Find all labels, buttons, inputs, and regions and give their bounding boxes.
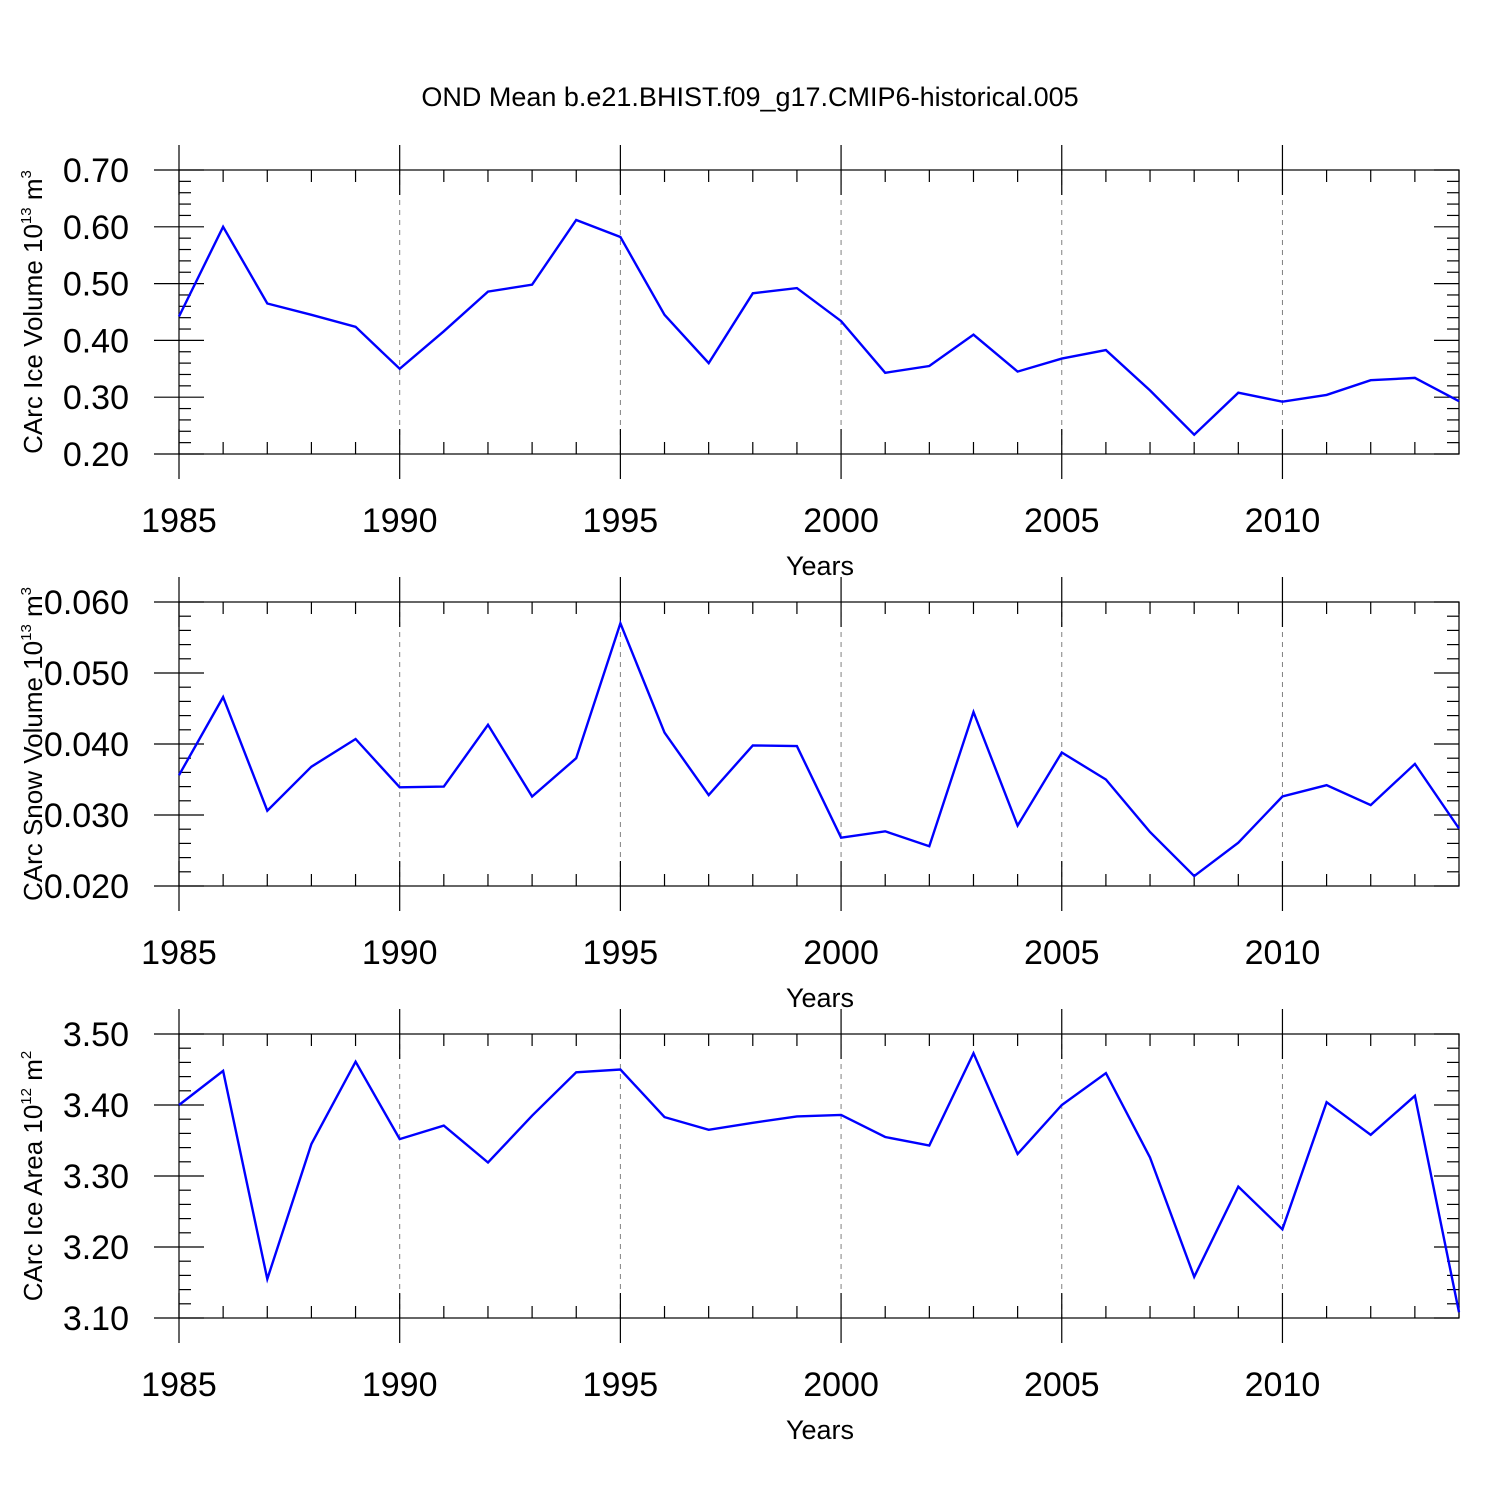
- figure-title: OND Mean b.e21.BHIST.f09_g17.CMIP6-histo…: [421, 82, 1078, 112]
- y-tick-label: 0.20: [63, 436, 129, 474]
- series-line: [178, 1050, 1461, 1313]
- x-tick-label: 1995: [583, 502, 659, 540]
- y-tick-label: 0.020: [44, 868, 129, 906]
- x-axis-label: Years: [786, 551, 854, 581]
- x-tick-label: 2010: [1245, 934, 1321, 972]
- y-axis-label-text: CArc Ice Area 10: [18, 1105, 48, 1302]
- y-tick-label: 3.40: [63, 1087, 129, 1125]
- x-tick-label: 1985: [141, 502, 217, 540]
- y-axis-label: CArc Ice Area 1012 m2: [18, 1051, 48, 1301]
- y-axis-label-unit: m: [18, 595, 48, 624]
- y-axis-label: CArc Snow Volume 1013 m3: [18, 587, 48, 901]
- y-tick-label: 0.30: [63, 379, 129, 417]
- y-tick-label: 0.050: [44, 655, 129, 693]
- x-axis-label: Years: [786, 983, 854, 1013]
- y-tick-label: 0.040: [44, 726, 129, 764]
- y-axis-label-unit-exponent: 3: [18, 587, 35, 595]
- y-axis-label-unit-exponent: 3: [18, 170, 35, 178]
- x-tick-label: 1985: [141, 934, 217, 972]
- panels: 1985 1990 1995 2000 2005 2010 Years 0.20 0.30 0.4…: [18, 145, 1461, 1445]
- x-tick-label: 1990: [362, 1366, 438, 1404]
- x-axis-label: Years: [786, 1415, 854, 1445]
- y-axis-label-text: CArc Snow Volume 10: [18, 641, 48, 901]
- y-axis-label-exponent: 13: [18, 624, 35, 641]
- y-tick-label: 0.40: [63, 322, 129, 360]
- chart-panel-1: 1985 1990 1995 2000 2005 2010 Years 0.20 0.30 0.4…: [18, 145, 1460, 581]
- y-tick-label: 3.50: [63, 1016, 129, 1054]
- x-tick-label: 2010: [1245, 1366, 1321, 1404]
- series-line: [177, 218, 1460, 437]
- x-tick-label: 2005: [1024, 502, 1100, 540]
- x-tick-label: 2000: [803, 502, 879, 540]
- y-axis-label: CArc Ice Volume 1013 m3: [18, 170, 48, 454]
- y-axis-label-exponent: 13: [18, 207, 35, 224]
- y-axis-label-text: CArc Ice Volume 10: [18, 224, 48, 454]
- y-axis-label-unit: m: [18, 178, 48, 207]
- x-tick-label: 2010: [1245, 502, 1321, 540]
- series-line: [177, 619, 1460, 878]
- x-tick-label: 2005: [1024, 934, 1100, 972]
- y-tick-label: 3.20: [63, 1229, 129, 1267]
- x-tick-label: 1990: [362, 934, 438, 972]
- y-tick-label: 0.60: [63, 209, 129, 247]
- y-axis-label-unit: m: [18, 1059, 48, 1088]
- x-tick-label: 1990: [362, 502, 438, 540]
- y-tick-label: 3.10: [63, 1300, 129, 1338]
- y-axis-label-exponent: 12: [18, 1088, 35, 1105]
- x-tick-label: 2000: [803, 934, 879, 972]
- y-tick-label: 0.50: [63, 266, 129, 304]
- y-tick-label: 0.030: [44, 797, 129, 835]
- y-tick-label: 0.060: [44, 584, 129, 622]
- chart-panel-2: 1985 1990 1995 2000 2005 2010 Years 0.020 0.030 0…: [18, 577, 1460, 1013]
- x-tick-label: 1995: [583, 1366, 659, 1404]
- y-tick-label: 3.30: [63, 1158, 129, 1196]
- x-tick-label: 1995: [583, 934, 659, 972]
- plot-frame: [178, 169, 1460, 455]
- y-tick-label: 0.70: [63, 152, 129, 190]
- y-axis-label-unit-exponent: 2: [18, 1051, 35, 1059]
- x-tick-label: 1985: [141, 1366, 217, 1404]
- x-tick-label: 2000: [803, 1366, 879, 1404]
- chart-panel-3: 1985 1990 1995 2000 2005 2010 Years 3.10 3.20 3.3…: [18, 1009, 1461, 1445]
- x-tick-label: 2005: [1024, 1366, 1100, 1404]
